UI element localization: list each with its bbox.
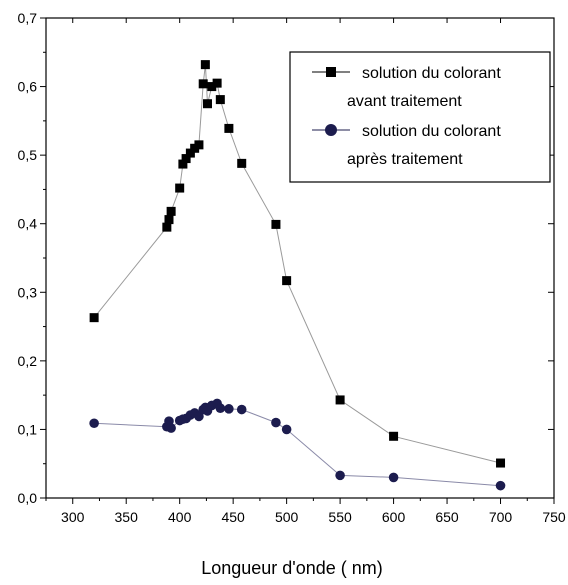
legend-label-apres-line1: solution du colorant (362, 123, 501, 140)
series-avant (89, 60, 506, 468)
series-apres (89, 398, 506, 491)
data-point (224, 123, 234, 133)
x-tick-label: 750 (542, 509, 566, 525)
data-point (198, 79, 208, 89)
data-point (212, 78, 222, 88)
y-tick-label: 0,2 (18, 353, 38, 369)
x-tick-label: 350 (115, 509, 139, 525)
data-point (271, 417, 281, 428)
legend-marker-avant (326, 67, 336, 77)
y-tick-label: 0,0 (18, 490, 38, 506)
data-point (215, 403, 226, 413)
data-point (181, 154, 191, 164)
data-point (185, 148, 195, 158)
legend: solution du colorant avant traitement so… (289, 51, 551, 183)
legend-label-avant-line2: avant traitement (347, 93, 462, 110)
data-point (89, 418, 99, 429)
data-point (271, 219, 281, 229)
data-point (202, 99, 212, 109)
x-tick-label: 500 (275, 509, 299, 525)
data-point (389, 431, 399, 441)
data-point (175, 183, 185, 193)
data-point (237, 158, 247, 168)
data-point (335, 470, 345, 481)
legend-label-avant-line1: solution du colorant (362, 65, 501, 82)
data-point (194, 140, 204, 150)
data-point (215, 95, 225, 105)
y-tick-label: 0,1 (18, 421, 38, 437)
data-point (166, 206, 176, 216)
x-tick-label: 450 (221, 509, 245, 525)
data-point (178, 159, 188, 169)
data-point (495, 480, 506, 491)
data-point (89, 313, 99, 323)
data-point (207, 82, 217, 92)
data-point (236, 404, 247, 415)
data-point (194, 411, 204, 422)
data-point (166, 423, 176, 433)
y-tick-label: 0,7 (18, 10, 38, 26)
data-point (281, 424, 292, 435)
data-point (282, 276, 292, 286)
data-point (162, 222, 172, 232)
y-tick-label: 0,3 (18, 284, 38, 300)
x-tick-label: 550 (328, 509, 352, 525)
x-axis-title: Longueur d'onde ( nm) (201, 558, 383, 578)
series-line (94, 402, 501, 487)
data-point (388, 472, 399, 483)
axis-ticks: 300 350 400 450 500 550 600 650 700 750 0,0 0,1 0,2 0… (18, 10, 566, 525)
data-point (164, 215, 174, 225)
data-point (224, 404, 234, 414)
y-tick-label: 0,5 (18, 147, 38, 163)
legend-label-apres-line2: après traitement (347, 151, 463, 168)
x-tick-label: 650 (435, 509, 459, 525)
series-layer (89, 60, 506, 491)
data-point (200, 60, 210, 70)
y-tick-label: 0,4 (18, 216, 38, 232)
x-tick-label: 300 (61, 509, 85, 525)
x-tick-label: 600 (382, 509, 406, 525)
data-point (335, 395, 345, 405)
legend-marker-apres (325, 124, 337, 136)
x-tick-label: 400 (168, 509, 192, 525)
data-point (496, 458, 506, 468)
x-tick-label: 700 (489, 509, 513, 525)
y-tick-label: 0,6 (18, 79, 38, 95)
